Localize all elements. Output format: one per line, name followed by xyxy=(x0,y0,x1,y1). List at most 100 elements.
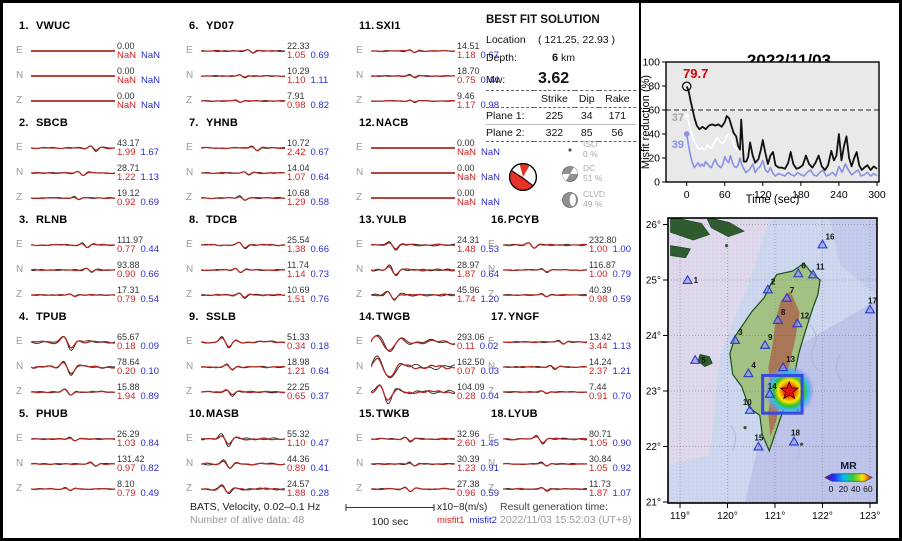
misfit2-value: 1.13 xyxy=(612,340,632,352)
waveform-trace xyxy=(201,362,285,371)
channel-row-E: E 26.29 1.03 0.84 xyxy=(14,426,166,451)
misfit1-value: 0.07 xyxy=(457,365,476,377)
amplitude-value: 104.09 xyxy=(457,381,485,392)
waveform-trace xyxy=(371,48,455,53)
channel-label: Z xyxy=(186,289,193,300)
channel-row-Z: Z 0.00 NaN NaN xyxy=(354,185,506,210)
station-block-YD07: 6. YD07 E 22.33 1.05 0.69 N 10.29 1.10 1.11 Z 7.91 0… xyxy=(184,20,336,117)
mr-colorbar xyxy=(824,473,873,482)
channel-values: 13.42 3.44 1.13 xyxy=(589,332,631,352)
station-block-YHNB: 7. YHNB E 10.72 2.42 0.67 N 14.04 1.07 0.64 Z 10.68… xyxy=(184,117,336,214)
grid-search-rect xyxy=(761,373,804,415)
channel-values: 104.09 0.28 0.04 xyxy=(457,382,499,402)
svg-text:60: 60 xyxy=(648,105,660,117)
misfit1-value: 2.42 xyxy=(287,146,306,158)
channel-row-N: N 0.00 NaN NaN xyxy=(14,63,166,88)
misfit1-value: 0.20 xyxy=(117,365,136,377)
misfit1-value: 0.91 xyxy=(589,390,608,402)
misfit1-value: 1.21 xyxy=(287,365,306,377)
station-triangle-7 xyxy=(781,292,793,302)
station-triangle-8 xyxy=(772,314,784,324)
lat-tick-label: 21° xyxy=(646,498,661,509)
waveform-trace xyxy=(201,170,285,176)
amplitude-value: 26.29 xyxy=(117,428,140,439)
station-block-VWUC: 1. VWUC E 0.00 NaN NaN N 0.00 NaN NaN Z 0.00 NaN NaN xyxy=(14,20,166,117)
waveform-trace xyxy=(371,461,455,467)
station-number-label: 6 xyxy=(801,261,806,270)
channel-row-Z: Z 104.09 0.28 0.04 xyxy=(354,379,506,404)
amplitude-value: 32.96 xyxy=(457,428,480,439)
amplitude-value: 30.39 xyxy=(457,453,480,464)
misfit1-value: 1.05 xyxy=(287,49,306,61)
misfit1-value: 0.28 xyxy=(457,390,476,402)
channel-values: 0.00 NaN NaN xyxy=(457,188,500,208)
channel-label: E xyxy=(488,336,495,347)
channel-row-Z: Z 0.00 NaN NaN xyxy=(14,88,166,113)
iso-symbol-icon xyxy=(560,141,580,159)
misfit1-value: 0.79 xyxy=(117,487,136,499)
station-header: 13.YULB xyxy=(359,214,407,226)
amplitude-value: 131.42 xyxy=(117,453,145,464)
misfit2-value: 0.18 xyxy=(310,340,330,352)
channel-values: 162.50 0.07 0.03 xyxy=(457,357,499,377)
misfit1-value: 1.03 xyxy=(117,437,136,449)
plane2-label: Plane 2: xyxy=(486,124,534,142)
channel-row-Z: Z 9.46 1.17 0.98 xyxy=(354,88,506,113)
waveform-trace xyxy=(371,383,455,404)
islet xyxy=(724,243,729,248)
channel-values: 14.24 2.37 1.21 xyxy=(589,357,631,377)
channel-values: 14.04 1.07 0.64 xyxy=(287,163,329,183)
channel-values: 45.96 1.74 1.20 xyxy=(457,285,499,305)
misfit2-legend-label: misfit2 xyxy=(469,515,497,526)
channel-row-E: E 24.31 1.48 0.53 xyxy=(354,232,506,257)
svg-text:180: 180 xyxy=(792,189,810,201)
station-triangle-9 xyxy=(759,339,771,349)
lon-tick-label: 121° xyxy=(765,511,786,522)
misfit1-value: 1.14 xyxy=(287,268,306,280)
channel-label: N xyxy=(186,167,194,178)
svg-text:120: 120 xyxy=(754,189,772,201)
channel-values: 7.44 0.91 0.70 xyxy=(589,382,631,402)
misfit1-value: 0.75 xyxy=(457,74,476,86)
amplitude-value: 28.71 xyxy=(117,162,140,173)
china-coast-land xyxy=(670,245,691,259)
channel-row-N: N 10.29 1.10 1.11 xyxy=(184,63,336,88)
lon-tick-label: 120° xyxy=(717,511,738,522)
channel-row-N: N 116.87 1.00 0.79 xyxy=(486,257,638,282)
channel-label: Z xyxy=(488,386,495,397)
misfit1-value: NaN xyxy=(117,74,137,86)
amplitude-value: 80.71 xyxy=(589,428,612,439)
waveform-trace xyxy=(31,486,115,491)
china-coast-land xyxy=(670,218,710,241)
misfit-series-2 xyxy=(685,133,878,177)
station-number-label: 4 xyxy=(751,361,756,370)
misfit1-value: 0.92 xyxy=(117,196,136,208)
misfit1-value: 1.22 xyxy=(117,171,136,183)
misfit2-value: 0.64 xyxy=(310,171,330,183)
amplitude-value: 14.51 xyxy=(457,40,480,51)
channel-row-E: E 22.33 1.05 0.69 xyxy=(184,38,336,63)
station-block-MASB: 10.MASB E 55.32 1.10 0.47 N 44.36 0.89 0.41 Z 24.5… xyxy=(184,408,336,505)
misfit1-value: 0.18 xyxy=(117,340,136,352)
station-number-label: 10 xyxy=(743,398,752,407)
channel-row-N: N 28.71 1.22 1.13 xyxy=(14,160,166,185)
station-triangle-15 xyxy=(753,441,764,451)
channel-values: 78.64 0.20 0.10 xyxy=(117,357,159,377)
fault-plane-table: Strike Dip Rake Plane 1: 225 34 171 Plan… xyxy=(486,90,636,142)
lat-tick-label: 22° xyxy=(646,442,661,453)
misfit2-value: NaN xyxy=(481,196,501,208)
misfit2-value: NaN xyxy=(481,146,501,158)
result-time-value: 2022/11/03 15:52:03 (UT+8) xyxy=(500,514,632,526)
misfit2-value: 0.82 xyxy=(310,99,330,111)
mw-value: 3.62 xyxy=(538,70,570,87)
channel-row-E: E 14.51 1.18 0.67 xyxy=(354,38,506,63)
channel-label: N xyxy=(356,167,364,178)
misfit1-value: 1.29 xyxy=(287,196,306,208)
waveform-trace xyxy=(371,486,455,492)
station-number-label: 9 xyxy=(768,333,773,342)
channel-values: 22.33 1.05 0.69 xyxy=(287,41,329,61)
decomposition-clvd: CLVD 49 % xyxy=(560,189,605,209)
channel-row-Z: Z 27.38 0.96 0.59 xyxy=(354,476,506,501)
amplitude-value: 0.00 xyxy=(117,40,135,51)
time-scale-bar: 100 sec xyxy=(345,503,435,529)
